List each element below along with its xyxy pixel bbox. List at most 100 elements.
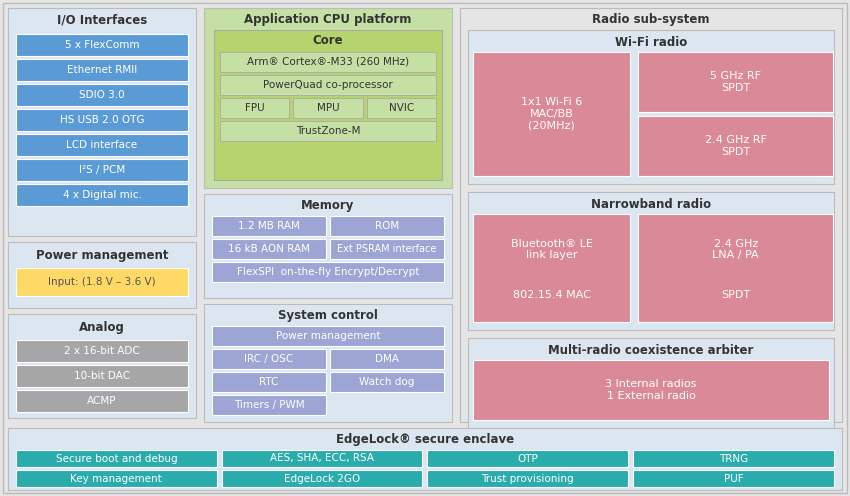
Bar xyxy=(220,121,436,141)
Text: 1x1 Wi-Fi 6
MAC/BB
(20MHz): 1x1 Wi-Fi 6 MAC/BB (20MHz) xyxy=(521,97,582,130)
Text: 2.4 GHz RF
SPDT: 2.4 GHz RF SPDT xyxy=(705,135,767,157)
Bar xyxy=(473,52,631,176)
Text: I/O Interfaces: I/O Interfaces xyxy=(57,13,147,26)
Text: Timers / PWM: Timers / PWM xyxy=(234,400,304,410)
Text: 3 Internal radios
1 External radio: 3 Internal radios 1 External radio xyxy=(605,379,697,401)
Text: Narrowband radio: Narrowband radio xyxy=(591,197,711,210)
Bar xyxy=(468,192,834,330)
Text: DMA: DMA xyxy=(375,354,399,364)
Text: NVIC: NVIC xyxy=(388,103,414,113)
Text: HS USB 2.0 OTG: HS USB 2.0 OTG xyxy=(60,115,144,125)
Text: TRNG: TRNG xyxy=(719,453,748,463)
Text: Key management: Key management xyxy=(71,474,162,484)
Text: 2 x 16-bit ADC: 2 x 16-bit ADC xyxy=(64,346,140,356)
Bar xyxy=(212,395,326,415)
Bar xyxy=(638,52,833,112)
Bar xyxy=(212,262,444,282)
Text: SPDT: SPDT xyxy=(721,290,751,300)
Text: ACMP: ACMP xyxy=(88,396,116,406)
Text: Arm® Cortex®-M33 (260 MHz): Arm® Cortex®-M33 (260 MHz) xyxy=(247,57,409,67)
Text: TrustZone-M: TrustZone-M xyxy=(296,126,360,136)
Text: 5 x FlexComm: 5 x FlexComm xyxy=(65,40,139,50)
Text: FPU: FPU xyxy=(245,103,264,113)
Text: Input: (1.8 V – 3.6 V): Input: (1.8 V – 3.6 V) xyxy=(48,277,156,287)
Text: Analog: Analog xyxy=(79,320,125,333)
Text: Power management: Power management xyxy=(36,248,168,261)
Bar xyxy=(214,30,442,180)
Bar xyxy=(330,239,444,259)
Text: Secure boot and debug: Secure boot and debug xyxy=(55,453,177,463)
Text: Memory: Memory xyxy=(301,199,354,212)
Bar xyxy=(220,98,289,118)
Bar xyxy=(428,470,628,487)
Bar xyxy=(473,360,829,420)
Text: System control: System control xyxy=(278,310,378,322)
Bar xyxy=(330,349,444,369)
Text: 5 GHz RF
SPDT: 5 GHz RF SPDT xyxy=(711,71,762,93)
Text: Power management: Power management xyxy=(275,331,380,341)
Bar xyxy=(16,470,217,487)
Bar xyxy=(222,450,422,467)
Bar xyxy=(212,349,326,369)
Bar xyxy=(204,8,452,188)
Text: 10-bit DAC: 10-bit DAC xyxy=(74,371,130,381)
Bar xyxy=(8,428,842,490)
Text: 1.2 MB RAM: 1.2 MB RAM xyxy=(238,221,300,231)
Text: I²S / PCM: I²S / PCM xyxy=(79,165,125,175)
Text: Multi-radio coexistence arbiter: Multi-radio coexistence arbiter xyxy=(548,344,754,357)
Bar xyxy=(212,372,326,392)
Text: 2.4 GHz
LNA / PA: 2.4 GHz LNA / PA xyxy=(712,239,759,260)
Text: EdgeLock 2GO: EdgeLock 2GO xyxy=(284,474,360,484)
Text: EdgeLock® secure enclave: EdgeLock® secure enclave xyxy=(336,434,514,446)
Bar xyxy=(468,30,834,184)
Bar xyxy=(212,326,444,346)
Bar xyxy=(16,134,188,156)
Bar xyxy=(212,239,326,259)
Text: Ethernet RMII: Ethernet RMII xyxy=(67,65,137,75)
Bar xyxy=(330,372,444,392)
Text: Radio sub-system: Radio sub-system xyxy=(592,13,710,26)
Bar xyxy=(16,159,188,181)
Bar xyxy=(468,338,834,428)
Text: Application CPU platform: Application CPU platform xyxy=(244,13,411,26)
Text: PowerQuad co-processor: PowerQuad co-processor xyxy=(264,80,393,90)
Text: SDIO 3.0: SDIO 3.0 xyxy=(79,90,125,100)
Text: MPU: MPU xyxy=(317,103,339,113)
Text: Ext PSRAM interface: Ext PSRAM interface xyxy=(337,244,437,254)
Bar xyxy=(16,59,188,81)
Bar xyxy=(204,304,452,422)
Bar xyxy=(460,8,842,422)
Bar xyxy=(428,450,628,467)
Bar xyxy=(330,216,444,236)
Bar xyxy=(8,314,196,418)
Bar xyxy=(633,450,834,467)
Text: Core: Core xyxy=(313,35,343,48)
Text: RTC: RTC xyxy=(259,377,279,387)
Bar xyxy=(8,242,196,308)
Bar xyxy=(16,268,188,296)
Bar xyxy=(638,116,833,176)
Text: LCD interface: LCD interface xyxy=(66,140,138,150)
Bar xyxy=(473,214,631,322)
Bar xyxy=(633,470,834,487)
Text: Watch dog: Watch dog xyxy=(360,377,415,387)
Bar xyxy=(293,98,363,118)
Bar xyxy=(16,365,188,387)
Bar xyxy=(16,390,188,412)
Text: Wi-Fi radio: Wi-Fi radio xyxy=(615,36,687,49)
Text: FlexSPI  on-the-fly Encrypt/Decrypt: FlexSPI on-the-fly Encrypt/Decrypt xyxy=(237,267,419,277)
Text: IRC / OSC: IRC / OSC xyxy=(244,354,293,364)
Text: Bluetooth® LE
link layer: Bluetooth® LE link layer xyxy=(511,239,592,260)
Bar xyxy=(212,216,326,236)
Bar xyxy=(16,109,188,131)
Bar xyxy=(16,340,188,362)
Text: OTP: OTP xyxy=(518,453,538,463)
Text: ROM: ROM xyxy=(375,221,400,231)
Text: Trust provisioning: Trust provisioning xyxy=(482,474,575,484)
Bar xyxy=(220,52,436,72)
Bar xyxy=(222,470,422,487)
Bar xyxy=(638,214,833,322)
Bar xyxy=(220,75,436,95)
Bar xyxy=(204,194,452,298)
Bar xyxy=(8,8,196,236)
